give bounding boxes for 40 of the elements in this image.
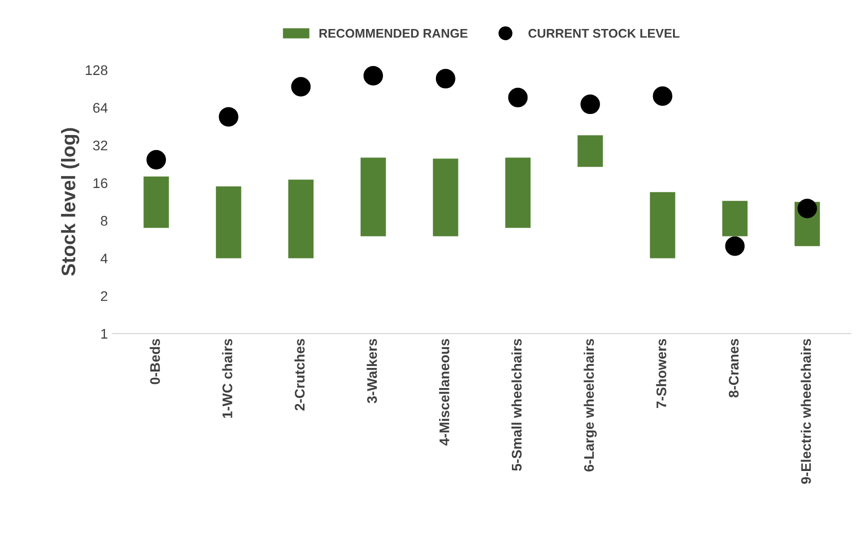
x-tick-label: 4-Miscellaneous (439, 338, 450, 446)
x-tick-label: 8-Cranes (728, 338, 739, 398)
x-tick-label: 2-Crutches (294, 338, 305, 410)
point (725, 236, 745, 256)
y-tick-label: 32 (93, 140, 108, 150)
point (363, 66, 383, 86)
y-tick-label: 4 (100, 254, 108, 264)
point (508, 88, 528, 108)
y-axis-title: Stock level (log) (61, 128, 80, 276)
y-tick-label: 1 (101, 329, 108, 339)
bar (650, 192, 676, 258)
y-tick-label: 2 (100, 291, 108, 301)
point (580, 94, 600, 114)
x-tick-label: 3-Walkers (366, 338, 377, 404)
y-tick-label: 16 (94, 178, 108, 188)
bar (288, 180, 314, 258)
bar (505, 158, 531, 228)
bar (360, 158, 386, 236)
point (146, 150, 166, 170)
y-tick-label: 8 (100, 216, 108, 226)
legend-label: RECOMMENDED RANGE (319, 28, 468, 38)
point (291, 76, 311, 96)
bar (578, 135, 603, 167)
point (436, 68, 456, 88)
bar (722, 200, 748, 236)
point (652, 86, 672, 106)
y-tick-label: 64 (93, 102, 108, 113)
y-tick-label: 128 (86, 65, 108, 76)
x-tick-label: 9-Electric wheelchairs (800, 338, 811, 484)
point (218, 107, 238, 127)
bar (216, 186, 242, 258)
x-tick-label: 7-Showers (656, 338, 666, 408)
x-tick-label: 6-Large wheelchairs (584, 338, 597, 472)
bar (144, 176, 169, 228)
x-tick-label: 5-Small wheelchairs (511, 338, 522, 471)
x-tick-label: 1-WC chairs (222, 338, 232, 418)
x-tick-label: 0-Beds (150, 338, 160, 384)
point (797, 198, 817, 218)
legend-label: CURRENT STOCK LEVEL (528, 28, 680, 38)
bar (432, 158, 458, 236)
